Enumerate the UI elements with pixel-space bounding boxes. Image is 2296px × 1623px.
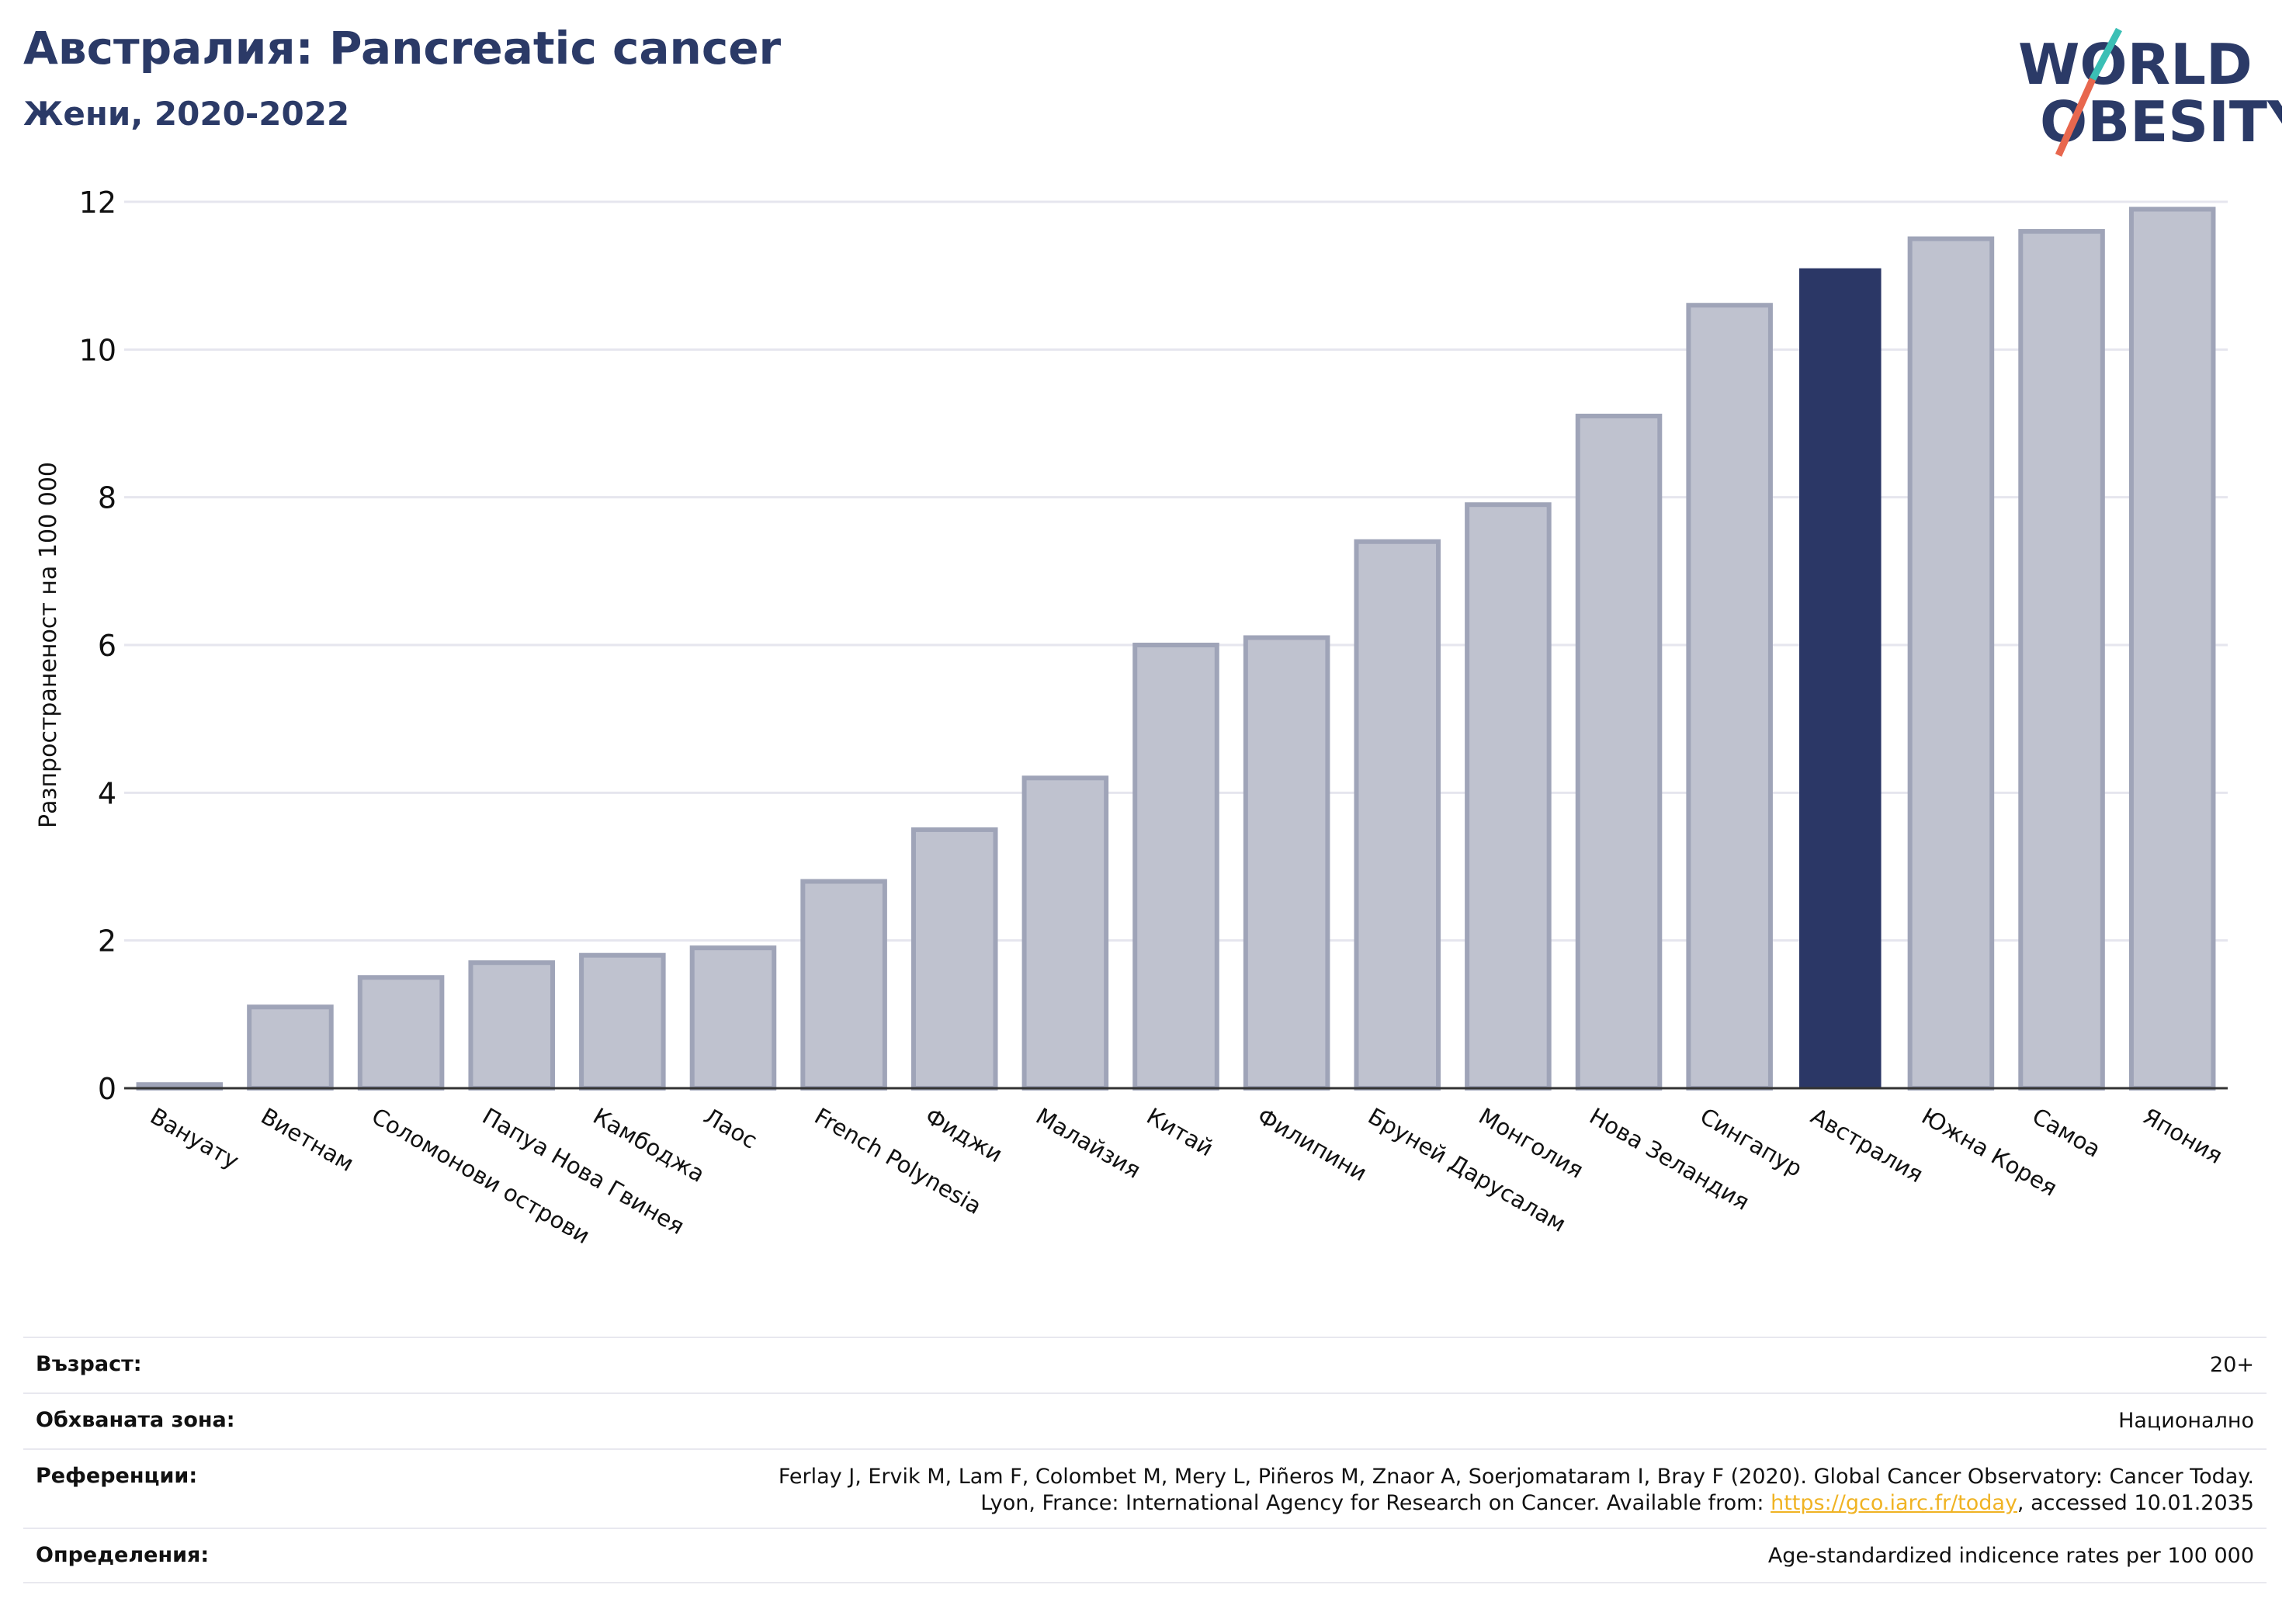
info-value-references: Ferlay J, Ervik M, Lam F, Colombet M, Me… <box>779 1464 2254 1517</box>
x-tick-label: Бруней Дарусалам <box>1364 1103 1571 1238</box>
bar <box>1132 643 1219 1091</box>
reference-link[interactable]: https://gco.iarc.fr/today <box>1771 1491 2017 1515</box>
info-row-definitions: Определения: Age-standardized indicence … <box>23 1528 2267 1583</box>
bar <box>2018 229 2105 1091</box>
x-tick-label: Вануату <box>146 1103 244 1174</box>
bar-highlight <box>1799 268 1882 1088</box>
page-subtitle: Жени, 2020-2022 <box>23 95 350 133</box>
bar <box>800 879 887 1091</box>
bar <box>2128 206 2216 1091</box>
bar <box>910 827 998 1091</box>
bar <box>579 952 666 1091</box>
y-tick-label: 4 <box>98 776 116 810</box>
info-row-references: Референции: Ferlay J, Ervik M, Lam F, Co… <box>23 1448 2267 1528</box>
bar <box>357 975 445 1091</box>
world-obesity-logo: WORLD OBESITY <box>2018 27 2282 157</box>
x-tick-label: Австралия <box>1806 1103 1927 1188</box>
bar <box>1354 539 1441 1091</box>
bar <box>1575 413 1663 1091</box>
info-label-age: Възраст: <box>36 1352 142 1376</box>
info-label-area: Обхваната зона: <box>36 1408 235 1432</box>
bar <box>1465 502 1552 1091</box>
bar-chart: 0 2 4 6 8 10 12 Вануату Виетнам Соломонови остро… <box>35 186 2228 1250</box>
y-tick-label: 8 <box>98 481 116 515</box>
logo-line1: WORLD <box>2018 32 2253 97</box>
info-table: Възраст: 20+ Обхваната зона: Национално … <box>23 1337 2267 1583</box>
info-row-area: Обхваната зона: Национално <box>23 1392 2267 1448</box>
y-tick-label: 6 <box>98 629 116 663</box>
y-tick-label: 0 <box>98 1072 116 1106</box>
reference-line2-pre: Lyon, France: International Agency for R… <box>980 1491 1771 1515</box>
reference-line2-post: , accessed 10.01.2035 <box>2017 1491 2254 1515</box>
y-axis-label: Разпространеност на 100 000 <box>35 462 62 828</box>
logo-slash-red <box>2055 78 2097 157</box>
bar <box>1686 303 1773 1091</box>
x-tick-label: Виетнам <box>256 1103 358 1177</box>
x-tick-label: Малайзия <box>1032 1103 1146 1184</box>
bar <box>1021 775 1109 1091</box>
x-tick-label: Китай <box>1143 1103 1218 1162</box>
y-tick-label: 2 <box>98 924 116 959</box>
bar <box>1907 236 1995 1091</box>
logo-slash-teal <box>2090 27 2122 81</box>
bars <box>136 206 2216 1091</box>
bar <box>689 945 777 1091</box>
info-value-area: Национално <box>2118 1409 2254 1433</box>
x-tick-label: Самоа <box>2028 1103 2106 1163</box>
info-label-references: Референции: <box>36 1464 198 1488</box>
bar <box>1243 635 1330 1091</box>
x-tick-label: Филипини <box>1253 1103 1372 1187</box>
y-tick-label: 12 <box>79 186 116 220</box>
x-tick-label: Фиджи <box>921 1103 1007 1168</box>
bar <box>468 960 555 1091</box>
page-title: Австралия: Pancreatic cancer <box>23 22 782 75</box>
y-tick-label: 10 <box>79 333 116 367</box>
info-row-age: Възраст: 20+ <box>23 1337 2267 1392</box>
y-tick-labels: 0 2 4 6 8 10 12 <box>79 186 116 1106</box>
info-value-age: 20+ <box>2210 1353 2254 1377</box>
reference-line1: Ferlay J, Ervik M, Lam F, Colombet M, Me… <box>778 1465 2254 1489</box>
info-value-definitions: Age-standardized indicence rates per 100… <box>1767 1544 2254 1568</box>
bar <box>247 1004 334 1091</box>
x-tick-label: Лаос <box>699 1103 761 1154</box>
info-label-definitions: Определения: <box>36 1543 210 1567</box>
x-tick-label: Япония <box>2138 1103 2227 1169</box>
